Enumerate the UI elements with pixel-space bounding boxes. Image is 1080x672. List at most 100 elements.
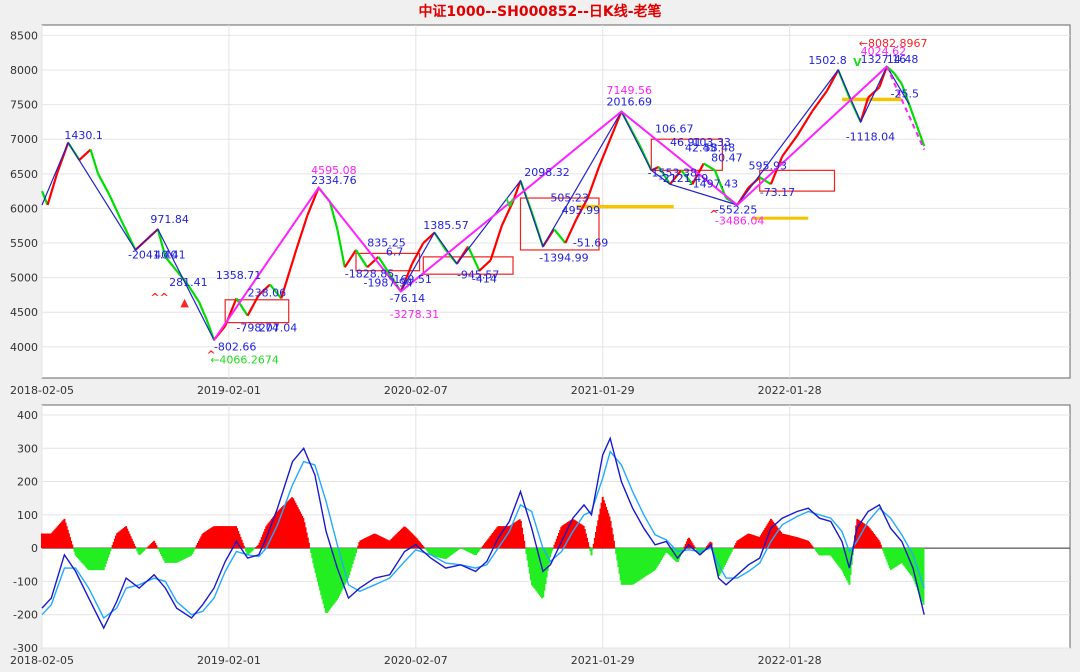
price-segment	[343, 249, 357, 268]
signal-marker: ^	[206, 349, 215, 362]
macd-histogram	[41, 496, 1070, 614]
price-segment	[156, 228, 167, 258]
pivot-zone-red	[650, 138, 723, 171]
price-segment	[78, 148, 92, 161]
pivot-zone-red	[519, 197, 600, 251]
price-annotation: -945.57	[457, 268, 499, 281]
price-segment	[893, 72, 903, 85]
price-y-tick: 4000	[10, 341, 38, 354]
price-segment	[900, 83, 911, 105]
signal-marker: ^^	[150, 291, 168, 304]
price-segment	[575, 197, 589, 220]
price-annotation: -1497.43	[689, 178, 738, 191]
price-segment	[859, 97, 870, 123]
macd-x-tick: 2022-01-28	[758, 654, 822, 667]
price-annotation: 1502.8	[808, 54, 847, 67]
price-segment	[355, 249, 369, 268]
price-segment	[609, 111, 623, 140]
price-annotation: ←4066.2674	[210, 353, 279, 366]
pivot-zone-red	[759, 169, 836, 192]
price-annotation: -2041.40	[128, 248, 177, 261]
macd-y-tick: -200	[13, 609, 38, 622]
price-annotation: -73.17	[760, 186, 795, 199]
signal-marker: V	[506, 196, 515, 209]
price-annotation: -2121.49	[659, 172, 708, 185]
price-segment	[97, 173, 111, 196]
price-annotation: 1430.1	[64, 129, 103, 142]
price-segment	[246, 294, 260, 317]
segment-line	[213, 65, 888, 341]
macd-grid	[41, 405, 1070, 649]
price-y-tick: 7000	[10, 133, 38, 146]
price-segment	[295, 215, 309, 251]
price-annotation: -76.14	[390, 292, 425, 305]
price-annotation: 835.25	[367, 236, 406, 249]
price-annotation: -1828.85	[345, 268, 394, 281]
price-x-tick: 2020-02-07	[384, 384, 448, 397]
price-annotation: -3278.31	[390, 308, 439, 321]
stroke-lines	[41, 65, 910, 342]
macd-x-axis: 2018-02-05 2019-02-01 2020-02-07 2021-01-29…	[10, 654, 822, 667]
macd-y-tick: 100	[17, 509, 38, 522]
macd-lines	[41, 436, 925, 630]
price-annotation: 46.91	[670, 136, 702, 149]
price-y-tick: 5500	[10, 237, 38, 250]
price-segment	[108, 194, 122, 220]
price-segment	[164, 256, 178, 272]
price-segment	[500, 201, 515, 227]
price-segment	[680, 169, 694, 185]
signal-marker: ^	[709, 208, 718, 221]
price-segment	[258, 283, 271, 296]
price-annotation: 6.7	[386, 245, 404, 258]
price-segment	[796, 110, 814, 137]
segment-lines	[213, 65, 926, 341]
signal-markers: ^^ ▲ ^ V ^ V	[150, 56, 862, 362]
price-annotation: 106.67	[655, 122, 694, 135]
price-annotation: -1553.38	[648, 167, 697, 180]
price-segment	[366, 256, 380, 269]
macd-y-axis: -300 -200 -100 0 100 200 300 400	[13, 409, 38, 655]
price-annotation: 238.06	[248, 286, 287, 299]
price-annotation: 1327.16	[861, 53, 907, 66]
signal-marker: ▲	[180, 296, 189, 309]
price-segment	[46, 173, 59, 206]
price-y-tick: 6500	[10, 168, 38, 181]
price-segment	[669, 169, 683, 185]
price-annotation: -1987.94	[363, 277, 412, 290]
price-segment	[650, 165, 660, 172]
price-segment	[306, 187, 320, 216]
stroke-line	[41, 65, 910, 342]
pivot-zone-yellow	[576, 204, 674, 209]
price-annotation: 207.04	[259, 322, 298, 335]
price-annotation: 2016.69	[606, 95, 652, 108]
chart-title: 中证1000--SH000852--日K线-老笔	[418, 3, 661, 20]
price-annotation: 103.33	[692, 136, 731, 149]
macd-x-tick: 2019-02-01	[197, 654, 261, 667]
price-segment	[703, 162, 716, 172]
macd-y-tick: 200	[17, 476, 38, 489]
price-annotation: -51.69	[573, 236, 608, 249]
price-annotation: -1118.04	[846, 131, 895, 144]
macd-x-tick: 2020-02-07	[384, 654, 448, 667]
price-x-tick: 2022-01-28	[758, 384, 822, 397]
pivot-zone-red	[422, 256, 514, 275]
price-annotation: -25.5	[891, 88, 919, 101]
price-y-tick: 5000	[10, 272, 38, 285]
price-segment	[399, 263, 414, 292]
price-annotation: 505.23	[550, 192, 589, 205]
price-annotation: 2098.32	[524, 166, 570, 179]
macd-y-tick: -100	[13, 575, 38, 588]
macd-dif-line	[41, 436, 925, 630]
signal-marker: V	[853, 56, 862, 69]
price-segment	[422, 231, 436, 244]
macd-y-tick: 400	[17, 409, 38, 422]
price-x-tick: 2019-02-01	[197, 384, 261, 397]
price-segment	[553, 228, 567, 244]
price-segment	[586, 166, 601, 199]
macd-x-tick: 2021-01-29	[571, 654, 635, 667]
price-annotation: 4595.08	[311, 164, 357, 177]
price-segment	[915, 124, 926, 147]
price-segment	[769, 156, 784, 185]
